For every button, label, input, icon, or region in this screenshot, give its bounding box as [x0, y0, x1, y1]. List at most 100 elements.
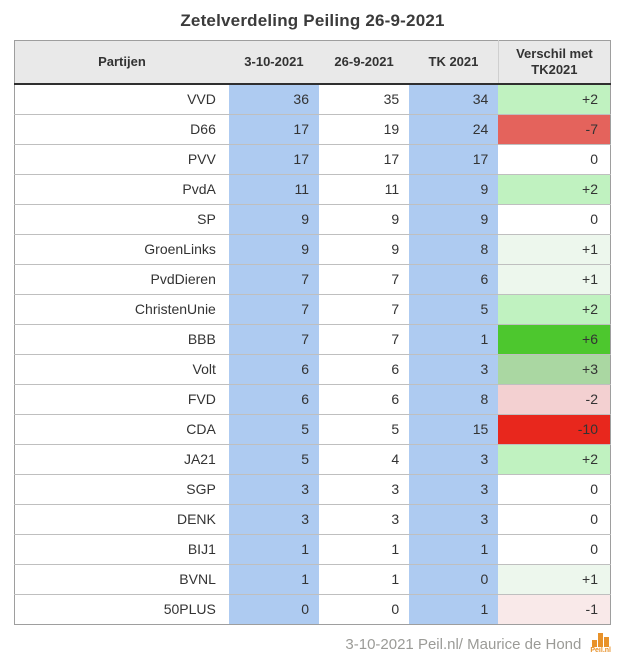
- poll-3-10-cell: 6: [228, 354, 319, 385]
- verschil-cell: +2: [498, 294, 611, 325]
- column-header-partijen: Partijen: [14, 40, 229, 85]
- poll-3-10-cell: 7: [228, 324, 319, 355]
- column-header-tk-2021: TK 2021: [409, 40, 499, 85]
- poll-3-10-cell: 9: [228, 204, 319, 235]
- poll-3-10-cell: 0: [228, 594, 319, 625]
- verschil-cell: 0: [498, 474, 611, 505]
- seat-distribution-table: Partijen 3-10-2021 26-9-2021 TK 2021 Verschi…: [14, 40, 611, 625]
- tk2021-cell: 1: [409, 534, 499, 565]
- table-row: BBB 7 7 1 +6: [14, 324, 611, 355]
- poll-26-9-cell: 19: [319, 114, 410, 145]
- tk2021-cell: 6: [409, 264, 499, 295]
- table-row: CDA 5 5 15 -10: [14, 414, 611, 445]
- table-row: PVV 17 17 17 0: [14, 144, 611, 175]
- verschil-cell: +6: [498, 324, 611, 355]
- poll-3-10-cell: 9: [228, 234, 319, 265]
- tk2021-cell: 5: [409, 294, 499, 325]
- table-row: VVD 36 35 34 +2: [15, 84, 611, 115]
- party-name-cell: VVD: [187, 91, 216, 107]
- column-header-poll-26-9-2021: 26-9-2021: [319, 40, 410, 85]
- verschil-cell: +2: [498, 444, 611, 475]
- poll-3-10-cell: 3: [228, 474, 319, 505]
- table-row: Volt 6 6 3 +3: [14, 354, 611, 385]
- verschil-cell: 0: [498, 204, 611, 235]
- verschil-cell: +2: [498, 174, 611, 205]
- tk2021-cell: 3: [409, 504, 499, 535]
- party-name-cell: PvdA: [14, 174, 229, 205]
- column-header-verschil-met-tk2021: Verschil met TK2021: [497, 40, 611, 85]
- tk2021-cell: 24: [409, 114, 499, 145]
- poll-26-9-cell: 35: [383, 91, 400, 107]
- poll-26-9-cell: 9: [319, 204, 410, 235]
- table-row: FVD 6 6 8 -2: [14, 384, 611, 415]
- logo-text: Peil.nl: [590, 647, 611, 654]
- poll-3-10-cell: 7: [228, 264, 319, 295]
- party-name-cell: DENK: [14, 504, 229, 535]
- verschil-cell: 0: [498, 504, 611, 535]
- table-row: JA21 5 4 3 +2: [14, 444, 611, 475]
- verschil-cell: +1: [498, 264, 611, 295]
- poll-26-9-cell: 17: [319, 144, 410, 175]
- column-header-poll-3-10-2021: 3-10-2021: [228, 40, 319, 85]
- table-header-row: Partijen 3-10-2021 26-9-2021 TK 2021 Verschi…: [14, 40, 611, 85]
- poll-26-9-cell: 3: [319, 504, 410, 535]
- tk2021-cell: 9: [409, 174, 499, 205]
- poll-3-10-cell: 7: [228, 294, 319, 325]
- poll-3-10-cell: 5: [228, 414, 319, 445]
- poll-26-9-cell: 0: [319, 594, 410, 625]
- table-row: SP 9 9 9 0: [14, 204, 611, 235]
- tk2021-cell: 8: [409, 384, 499, 415]
- party-name-cell: D66: [14, 114, 229, 145]
- page-title: Zetelverdeling Peiling 26-9-2021: [180, 11, 445, 30]
- table-row: PvdDieren 7 7 6 +1: [14, 264, 611, 295]
- verschil-cell: +1: [498, 564, 611, 595]
- verschil-cell: +3: [498, 354, 611, 385]
- footer: 3-10-2021 Peil.nl/ Maurice de Hond Peil.…: [14, 633, 611, 656]
- tk2021-cell: 9: [409, 204, 499, 235]
- table-row: ChristenUnie 7 7 5 +2: [14, 294, 611, 325]
- table-row: GroenLinks 9 9 8 +1: [14, 234, 611, 265]
- party-name-cell: SP: [14, 204, 229, 235]
- tk2021-cell: 17: [409, 144, 499, 175]
- poll-3-10-cell: 17: [228, 114, 319, 145]
- poll-3-10-cell: 5: [228, 444, 319, 475]
- poll-26-9-cell: 11: [319, 174, 410, 205]
- tk2021-cell: 0: [409, 564, 499, 595]
- poll-3-10-cell: 1: [228, 564, 319, 595]
- party-name-cell: BBB: [14, 324, 229, 355]
- tk2021-cell: 3: [409, 444, 499, 475]
- poll-26-9-cell: 7: [319, 294, 410, 325]
- party-name-cell: GroenLinks: [14, 234, 229, 265]
- table-row: BVNL 1 1 0 +1: [14, 564, 611, 595]
- poll-26-9-cell: 4: [319, 444, 410, 475]
- table-row: SGP 3 3 3 0: [14, 474, 611, 505]
- party-name-cell: BIJ1: [14, 534, 229, 565]
- tk2021-cell: 8: [409, 234, 499, 265]
- verschil-cell: -2: [498, 384, 611, 415]
- party-name-cell: FVD: [14, 384, 229, 415]
- tk2021-cell: 34: [409, 84, 499, 115]
- verschil-cell: -1: [498, 594, 611, 625]
- poll-26-9-cell: 1: [319, 564, 410, 595]
- party-name-cell: ChristenUnie: [14, 294, 229, 325]
- poll-3-10-cell: 17: [228, 144, 319, 175]
- poll-3-10-cell: 36: [228, 84, 319, 115]
- tk2021-cell: 1: [409, 594, 499, 625]
- tk2021-cell: 3: [409, 474, 499, 505]
- party-name-cell: Volt: [14, 354, 229, 385]
- table-row: 50PLUS 0 0 1 -1: [14, 594, 611, 625]
- poll-26-9-cell: 1: [319, 534, 410, 565]
- tk2021-cell: 1: [409, 324, 499, 355]
- party-name-cell: SGP: [14, 474, 229, 505]
- table-row: BIJ1 1 1 1 0: [14, 534, 611, 565]
- poll-26-9-cell: 6: [319, 354, 410, 385]
- poll-3-10-cell: 6: [228, 384, 319, 415]
- verschil-cell: 0: [498, 534, 611, 565]
- party-name-cell: JA21: [14, 444, 229, 475]
- poll-26-9-cell: 9: [319, 234, 410, 265]
- footer-credit: 3-10-2021 Peil.nl/ Maurice de Hond: [345, 636, 582, 653]
- verschil-cell: -7: [498, 114, 611, 145]
- bar-chart-icon: [592, 633, 610, 647]
- party-name-cell: BVNL: [14, 564, 229, 595]
